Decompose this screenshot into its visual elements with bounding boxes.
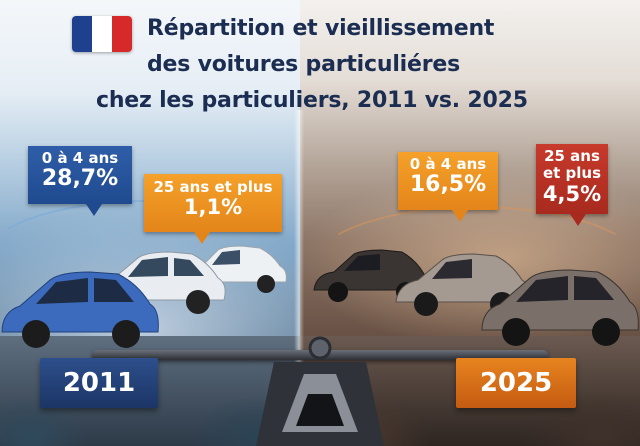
callout-value: 4,5% — [542, 181, 602, 206]
title-line-1: Répartition et vieillissement — [147, 16, 495, 41]
title-line-2: des voitures particuliéres — [147, 52, 460, 77]
callout-2025-25-ans-et-plus: 25 ans et plus 4,5% — [536, 144, 608, 226]
title-line-3: chez les particuliers, 2011 vs. 2025 — [96, 88, 528, 113]
callout-label-line1: 25 ans — [544, 147, 600, 165]
callout-2011-25-ans-et-plus: 25 ans et plus 1,1% — [144, 174, 282, 244]
callout-label: 25 ans et plus — [153, 178, 273, 196]
car-icon — [1, 271, 159, 348]
balance-scale-icon — [256, 336, 384, 446]
callout-2025-0-4-ans: 0 à 4 ans 16,5% — [398, 152, 498, 222]
callout-value: 1,1% — [183, 195, 243, 220]
year-label-2025: 2025 — [456, 358, 576, 408]
callout-label: 0 à 4 ans — [41, 149, 119, 167]
title-block: Répartition et vieillissement des voitur… — [0, 6, 640, 118]
year-label-2011: 2011 — [40, 358, 158, 408]
callout-value: 16,5% — [409, 172, 487, 198]
callout-2011-0-4-ans: 0 à 4 ans 28,7% — [28, 146, 132, 216]
french-flag-icon — [72, 16, 132, 52]
car-icon — [481, 269, 639, 346]
callout-value: 28,7% — [41, 166, 119, 192]
callout-label: 0 à 4 ans — [409, 155, 487, 173]
callout-label-line2: et plus — [542, 164, 602, 183]
